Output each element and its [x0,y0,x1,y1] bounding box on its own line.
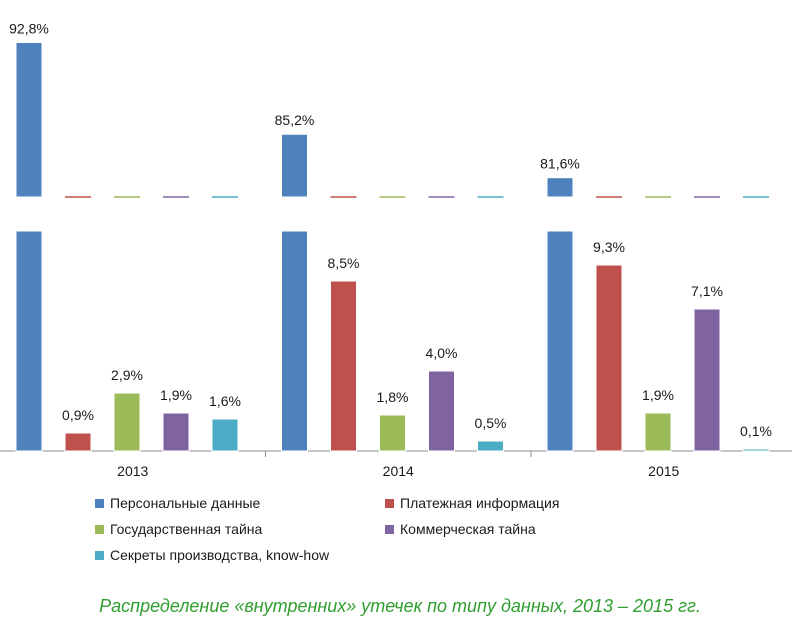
bar-секреты-производства-know-how-2013 [211,418,239,452]
data-label-секреты-производства-know-how-2014: 0,5% [475,415,507,431]
bar-коммерческая-тайна-2013 [162,412,190,452]
data-label-государственная-тайна-2015: 1,9% [642,387,674,403]
bar-персональные-данные-2014 [281,230,308,452]
bar-государственная-тайна-2014 [379,414,406,452]
data-label-платежная-информация-2014: 8,5% [328,255,360,271]
bar-коммерческая-тайна-2015 [693,308,721,452]
bar-upper-персональные-данные-2014 [281,133,308,198]
bar-персональные-данные-2015 [546,230,574,452]
data-label-платежная-информация-2013: 0,9% [62,407,94,423]
data-label-коммерческая-тайна-2015: 7,1% [691,283,723,299]
bar-персональные-данные-2013 [15,230,43,452]
data-label-коммерческая-тайна-2013: 1,9% [160,387,192,403]
legend-label-коммерческая-тайна: Коммерческая тайна [400,521,536,537]
data-label-персональные-данные-2015: 81,6% [540,156,580,172]
bar-платежная-информация-2015 [595,264,623,452]
bar-государственная-тайна-2015 [644,412,672,452]
bar-секреты-производства-know-how-2014 [477,440,504,452]
legend-label-государственная-тайна: Государственная тайна [110,521,262,537]
x-tick-label-2015: 2015 [648,463,679,479]
bar-платежная-информация-2014 [330,280,357,452]
legend-swatch-государственная-тайна [95,525,104,534]
data-label-секреты-производства-know-how-2015: 0,1% [740,423,772,439]
legend-swatch-коммерческая-тайна [385,525,394,534]
data-label-государственная-тайна-2014: 1,8% [377,389,409,405]
data-label-платежная-информация-2015: 9,3% [593,239,625,255]
legend-label-персональные-данные: Персональные данные [110,495,261,511]
data-label-государственная-тайна-2013: 2,9% [111,367,143,383]
bar-upper-персональные-данные-2015 [546,177,574,198]
x-tick-label-2013: 2013 [117,463,148,479]
legend-label-секреты-производства-know-how: Секреты производства, know-how [110,547,330,563]
bar-секреты-производства-know-how-2015 [742,448,770,452]
legend-swatch-персональные-данные [95,499,104,508]
legend-swatch-секреты-производства-know-how [95,551,104,560]
data-label-персональные-данные-2014: 85,2% [275,112,315,128]
bar-upper-персональные-данные-2013 [15,41,43,198]
legend-label-платежная-информация: Платежная информация [400,495,559,511]
data-label-коммерческая-тайна-2014: 4,0% [426,345,458,361]
chart-title: Распределение «внутренних» утечек по тип… [99,596,701,616]
bar-платежная-информация-2013 [64,432,92,452]
bar-государственная-тайна-2013 [113,392,141,452]
data-label-секреты-производства-know-how-2013: 1,6% [209,393,241,409]
x-tick-label-2014: 2014 [383,463,414,479]
legend-swatch-платежная-информация [385,499,394,508]
bar-коммерческая-тайна-2014 [428,370,455,452]
data-label-персональные-данные-2013: 92,8% [9,20,49,36]
